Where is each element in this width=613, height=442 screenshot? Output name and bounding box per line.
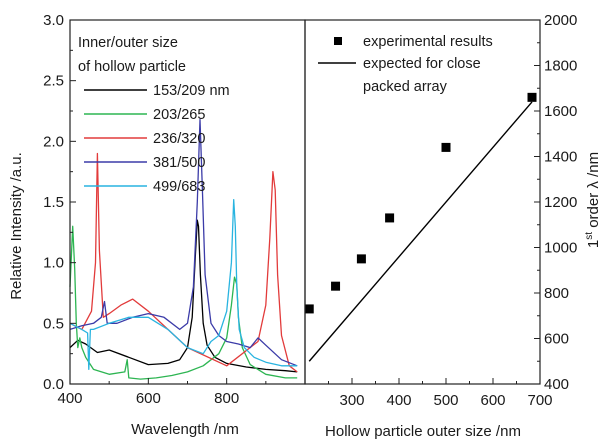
size-axis-ticks: 400 600 800 1000 1200 1400 1600 1800 2000 300 400 5…: [328, 12, 577, 409]
spectra-y-tick-label: 2.5: [43, 73, 64, 90]
spectrum-line-381-500: [69, 118, 298, 367]
spectra-x-tick-label: 600: [136, 390, 161, 407]
legend-label-expected: expected for close packed array: [363, 56, 481, 95]
size-y-tick-label: 2000: [544, 12, 577, 29]
legend-label-236-320: 236/320: [153, 131, 205, 147]
spectra-x-tick-label: 800: [214, 390, 239, 407]
size-y-tick-label: 600: [544, 331, 569, 348]
legend-swatch-experimental: [334, 37, 342, 45]
spectra-y-tick-label: 1.0: [43, 255, 64, 272]
size-x-tick-label: 400: [386, 392, 411, 409]
size-x-tick-label: 500: [433, 392, 458, 409]
size-y-tick-label: 1400: [544, 149, 577, 166]
size-y-tick-label: 1800: [544, 58, 577, 75]
legend-label-experimental: experimental results: [363, 34, 493, 50]
spectra-y-tick-label: 2.0: [43, 133, 64, 150]
size-legend: experimental results expected for close pa…: [318, 34, 493, 95]
size-y-axis-title: 1st order λ /nm: [584, 152, 602, 248]
size-x-axis-title: Hollow particle outer size /nm: [325, 423, 521, 440]
size-axes-frame: [304, 19, 541, 385]
size-panel: 400 600 800 1000 1200 1400 1600 1800 2000 300 400 5…: [304, 12, 602, 440]
legend-title-line-1: Inner/outer size: [78, 35, 178, 51]
size-y-tick-label: 1200: [544, 194, 577, 211]
size-x-tick-label: 700: [527, 392, 552, 409]
spectra-legend: Inner/outer size of hollow particle 153/…: [78, 35, 230, 195]
size-x-tick-label: 600: [480, 392, 505, 409]
spectrum-line-499-683: [69, 198, 298, 371]
experimental-point: [331, 281, 341, 291]
experimental-point: [385, 213, 395, 223]
spectra-plot-area: [69, 118, 298, 380]
spectra-series-group: [69, 118, 298, 380]
legend-label-499-683: 499/683: [153, 179, 205, 195]
size-y-tick-label: 1600: [544, 103, 577, 120]
size-y-tick-label: 1000: [544, 240, 577, 257]
spectra-y-axis-title: Relative Intensity /a.u.: [8, 152, 25, 300]
spectra-y-tick-label: 1.5: [43, 194, 64, 211]
spectra-legend-entries: 153/209 nm 203/265 236/320 381/500 499/683: [84, 83, 230, 195]
size-x-tick-label: 300: [339, 392, 364, 409]
spectra-y-tick-label: 0.5: [43, 315, 64, 332]
size-series-group: [304, 92, 537, 362]
size-y-tick-label: 800: [544, 285, 569, 302]
legend-label-203-265: 203/265: [153, 107, 205, 123]
size-y-tick-label: 400: [544, 376, 569, 393]
spectra-y-tick-label: 0.0: [43, 376, 64, 393]
experimental-point: [356, 254, 366, 264]
legend-label-381-500: 381/500: [153, 155, 205, 171]
spectrum-line-153-209-nm: [69, 219, 298, 373]
experimental-point: [527, 92, 537, 102]
spectra-panel: 0.0 0.5 1.0 1.5 2.0 2.5 3.0 400 600 800 Inner/out…: [8, 12, 306, 438]
svg-text:1st order λ /nm: 1st order λ /nm: [584, 152, 602, 248]
experimental-point: [441, 142, 451, 152]
legend-title-line-2: of hollow particle: [78, 59, 186, 75]
experimental-point: [304, 304, 314, 314]
spectra-x-tick-label: 400: [57, 390, 82, 407]
expected-line: [308, 101, 533, 362]
spectra-x-axis-title: Wavelength /nm: [131, 421, 239, 438]
spectra-y-tick-label: 3.0: [43, 12, 64, 29]
legend-label-153-209-nm: 153/209 nm: [153, 83, 230, 99]
spectra-axis-ticks: 0.0 0.5 1.0 1.5 2.0 2.5 3.0 400 600 800: [43, 12, 267, 407]
